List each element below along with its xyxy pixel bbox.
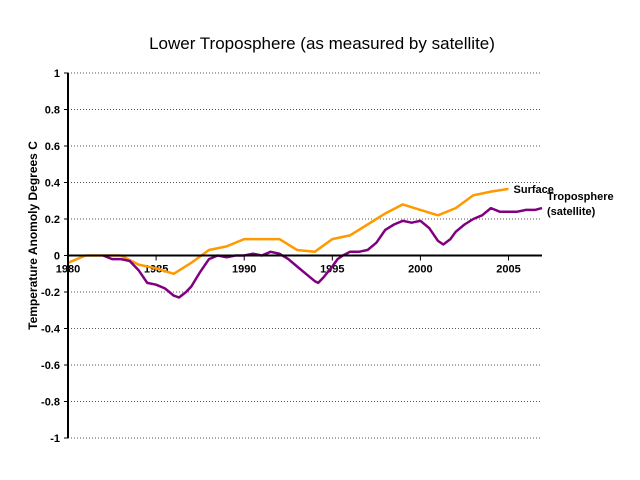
y-tick-label: 0 (54, 251, 60, 263)
legend-label: Troposphere (547, 191, 614, 203)
y-tick-label: 0.4 (45, 178, 61, 190)
series-line-surface (67, 187, 509, 276)
y-tick-label: 0.2 (45, 214, 60, 226)
y-tick-label: -0.4 (41, 324, 61, 336)
x-tick-label: 2000 (408, 264, 432, 276)
series-line-troposphere (102, 206, 543, 299)
x-tick-label: 1990 (232, 264, 256, 276)
legend-label: Surface (514, 184, 554, 196)
y-tick-label: 1 (54, 68, 60, 80)
y-axis-ticks: 1 0.8 0.6 0.4 0.2 0 -0.2 -0.4 -0.6 -0.8 -1 (41, 68, 68, 445)
y-tick-label: -0.8 (41, 397, 60, 409)
chart-title: Lower Troposphere (as measured by satell… (149, 34, 495, 53)
y-tick-label: -0.2 (41, 287, 60, 299)
y-tick-label: -1 (50, 433, 60, 445)
y-axis-label: Temperature Anomoly Degrees C (26, 141, 40, 330)
y-tick-label: -0.6 (41, 360, 60, 372)
gridlines (68, 72, 542, 439)
series-lines (67, 187, 543, 299)
legend-label: (satellite) (547, 206, 596, 218)
y-tick-label: 0.8 (45, 105, 60, 117)
x-tick-label: 2005 (496, 264, 520, 276)
y-tick-label: 0.6 (45, 141, 60, 153)
